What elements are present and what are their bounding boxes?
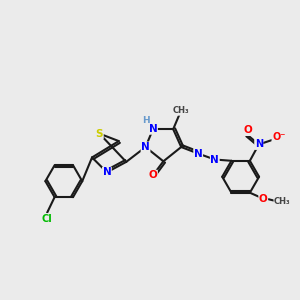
Text: Cl: Cl: [42, 214, 52, 224]
Text: N: N: [148, 124, 157, 134]
Text: O: O: [243, 125, 252, 136]
Text: N: N: [103, 167, 111, 177]
Text: N: N: [141, 142, 150, 152]
Text: CH₃: CH₃: [173, 106, 190, 115]
Text: CH₃: CH₃: [274, 196, 291, 206]
Text: N: N: [194, 148, 203, 159]
Text: O: O: [148, 170, 157, 180]
Text: O: O: [259, 194, 268, 204]
Text: H: H: [142, 116, 150, 125]
Text: N: N: [210, 154, 219, 164]
Text: N: N: [255, 140, 263, 149]
Text: S: S: [96, 129, 103, 139]
Text: O⁻: O⁻: [272, 132, 285, 142]
